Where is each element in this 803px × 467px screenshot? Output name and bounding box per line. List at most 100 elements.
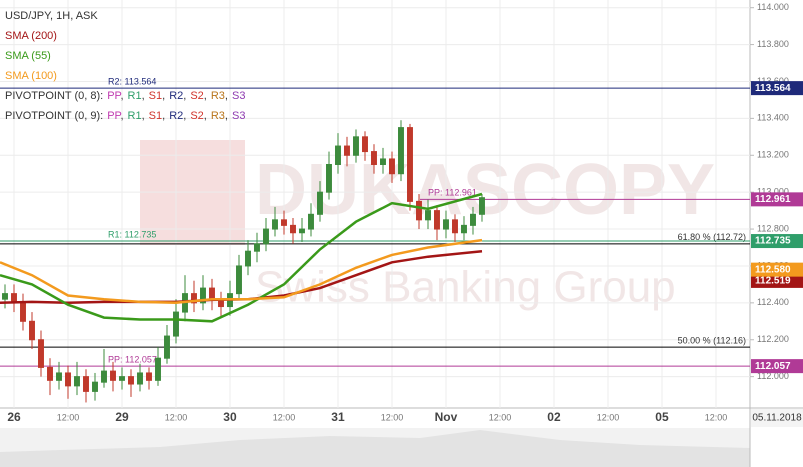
price-box-label: 112.735 [755, 236, 791, 247]
candle-body [38, 339, 44, 368]
candle-body [308, 213, 314, 230]
levels: 61.80 % (112.72) 50.00 % (112.16) R2: 113.… [0, 76, 750, 367]
legend-entry: SMA (55) [5, 50, 51, 62]
candle-body [164, 335, 170, 359]
x-tick-label: 30 [223, 410, 237, 424]
candle-body [245, 250, 251, 267]
x-tick-label: 02 [547, 410, 561, 424]
candle-body [263, 228, 269, 245]
y-tick-label: 114.000 [757, 2, 789, 12]
price-box-label: 112.580 [755, 264, 791, 275]
candle-body [2, 293, 8, 300]
candle-body [272, 219, 278, 230]
candle-body [110, 370, 116, 381]
candle-body [326, 163, 332, 193]
y-tick-label: 112.000 [757, 371, 789, 381]
candle-body [452, 219, 458, 234]
x-tick-label: 12:00 [705, 412, 728, 422]
candle-body [281, 219, 287, 226]
x-tick-label: 12:00 [165, 412, 188, 422]
candle-body [443, 219, 449, 230]
x-tick-label: 12:00 [381, 412, 404, 422]
candle-body [470, 213, 476, 226]
pivot-separator: , [162, 110, 165, 122]
price-box-label: 112.057 [755, 361, 791, 372]
x-tick-label: 12:00 [489, 412, 512, 422]
x-tick-label: 29 [115, 410, 129, 424]
watermark-text: DUKASCOPY [255, 150, 715, 230]
pivot-separator: , [162, 90, 165, 102]
candle-body [236, 265, 242, 295]
candle-body [209, 287, 215, 300]
candle-body [200, 287, 206, 304]
candle-body [389, 158, 395, 175]
candle-body [101, 370, 107, 383]
fib-label: 50.00 % (112.16) [678, 335, 746, 345]
price-box-label: 113.564 [755, 83, 791, 94]
candle-body [407, 127, 413, 202]
sma-line [0, 192, 483, 323]
pivot-item: R3 [211, 90, 225, 102]
candle-body [335, 145, 341, 165]
pivot-label: R2: 113.564 [108, 76, 156, 86]
y-tick-label: 113.000 [757, 187, 789, 197]
pivot-item: S1 [149, 90, 162, 102]
y-tick-label: 113.400 [757, 113, 789, 123]
candle-body [344, 145, 350, 156]
y-tick-label: 113.800 [757, 39, 789, 49]
candle-body [434, 210, 440, 230]
x-tick-label: 12:00 [597, 412, 620, 422]
candle-body [47, 366, 53, 381]
pivot-separator: , [204, 90, 207, 102]
price-box [751, 81, 803, 96]
sma-line [0, 238, 483, 305]
y-tick-label: 112.200 [757, 334, 789, 344]
pivot-item: S2 [190, 110, 203, 122]
date-box [751, 409, 803, 427]
candle-body [461, 224, 467, 234]
pivot-separator: , [204, 110, 207, 122]
pivot-separator: , [120, 110, 123, 122]
candle-body [416, 200, 422, 221]
pivot-item: R3 [211, 110, 225, 122]
pivot-label: PP: 112.057 [108, 354, 157, 364]
pivot-item: S2 [190, 90, 203, 102]
price-box [751, 192, 803, 207]
pivot-item: PP [107, 110, 121, 122]
candle-body [137, 372, 143, 385]
pivot-legend-label: PIVOTPOINT (0, 9): [5, 110, 103, 122]
candle-body [380, 158, 386, 165]
candle-body [29, 320, 35, 341]
price-box [751, 359, 803, 374]
x-tick-label: 12:00 [57, 412, 80, 422]
candle-body [371, 151, 377, 165]
pivot-separator: , [225, 110, 228, 122]
candle-body [317, 191, 323, 215]
price-box [751, 262, 803, 277]
price-box-label: 112.519 [755, 276, 791, 287]
pivot-item: S3 [232, 90, 245, 102]
axes: 114.000 113.800 113.600 113.400 113.200 113.0… [7, 2, 803, 424]
pivot-separator: , [183, 90, 186, 102]
pivot-legend: PIVOTPOINT (0, 8): PP, R1, S1, R2, S2, R3, S3 [5, 90, 245, 102]
candle-body [173, 311, 179, 337]
pivot-item: R1 [128, 90, 142, 102]
candle-body [146, 372, 152, 381]
candle-body [299, 228, 305, 234]
price-box [751, 273, 803, 288]
fib-label: 61.80 % (112.72) [678, 232, 746, 242]
candle-body [425, 210, 431, 221]
candle-body [353, 136, 359, 156]
candle-body [362, 136, 368, 153]
pivot-item: S3 [232, 110, 245, 122]
candle-body [191, 293, 197, 304]
candle-body [290, 224, 296, 234]
legend-entry: SMA (100) [5, 70, 57, 82]
pivot-separator: , [183, 110, 186, 122]
pivot-item: R2 [169, 90, 183, 102]
candle-body [65, 372, 71, 387]
legend-entry: SMA (200) [5, 30, 57, 42]
y-tick-label: 113.600 [757, 76, 789, 86]
candle-body [56, 372, 62, 381]
pivot-legend-label: PIVOTPOINT (0, 8): [5, 90, 103, 102]
